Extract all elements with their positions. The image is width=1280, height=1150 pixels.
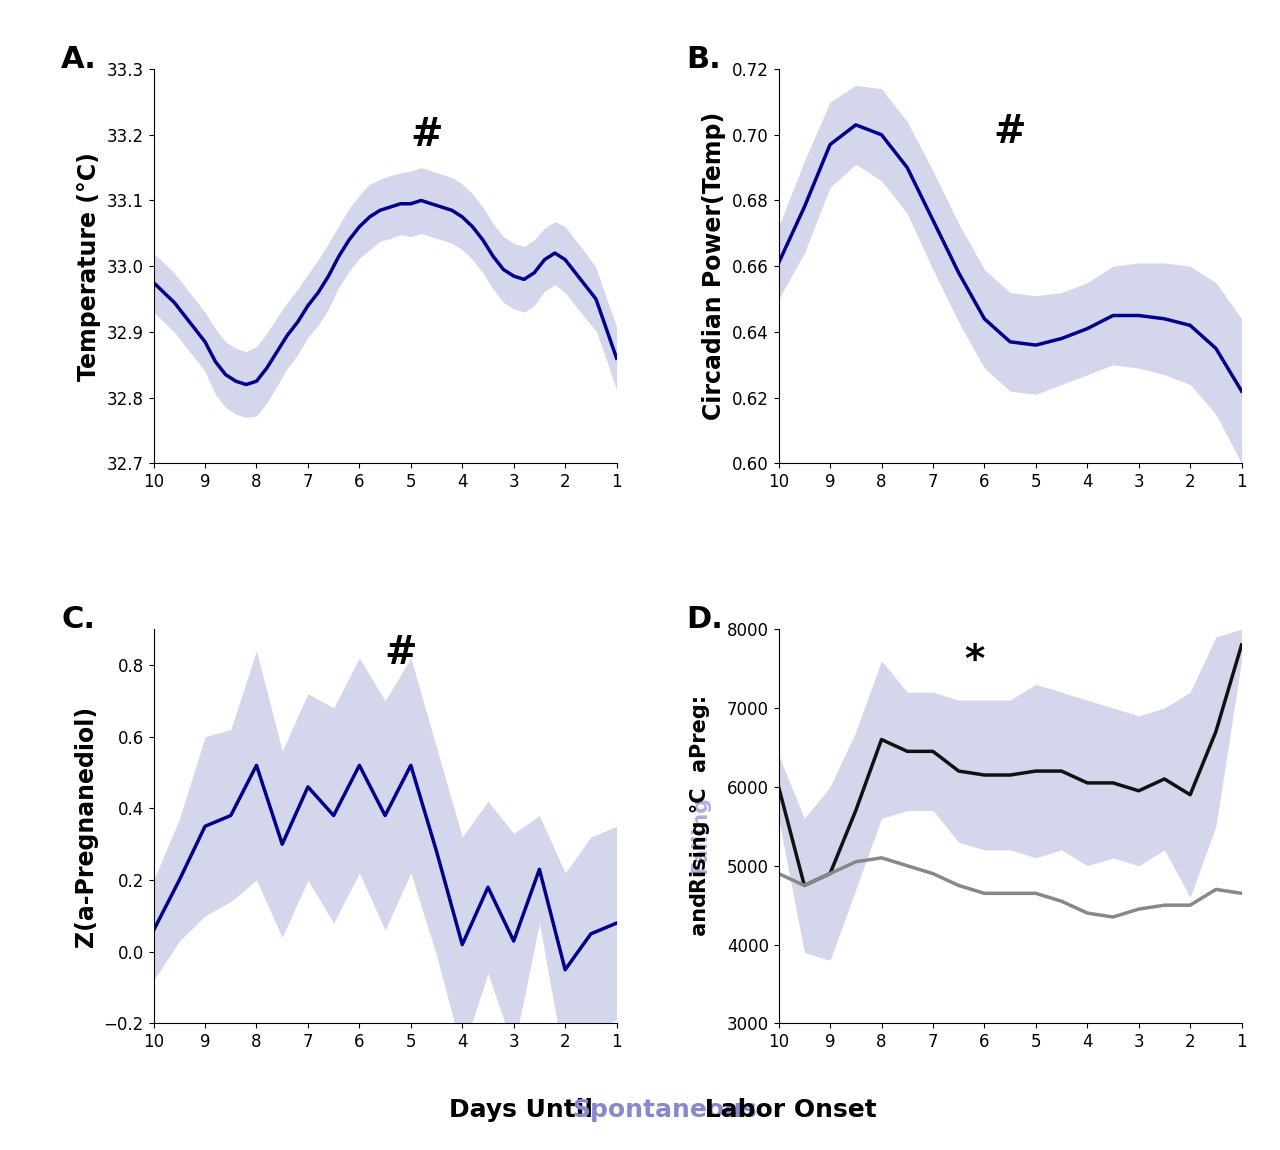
Text: Labor Onset: Labor Onset	[696, 1098, 877, 1121]
Text: and: and	[690, 892, 710, 943]
Text: aPreg:: aPreg:	[690, 688, 710, 773]
Y-axis label: Temperature (°C): Temperature (°C)	[77, 152, 101, 381]
Text: #: #	[410, 116, 443, 154]
Y-axis label: Z(a-Pregnanediol): Z(a-Pregnanediol)	[74, 706, 99, 946]
Y-axis label: Circadian Power(Temp): Circadian Power(Temp)	[703, 112, 727, 421]
Text: Days Until: Days Until	[448, 1098, 602, 1121]
Text: D.: D.	[686, 605, 723, 635]
Text: Rising °C: Rising °C	[690, 788, 710, 892]
Text: Spontaneous: Spontaneous	[572, 1098, 758, 1121]
Text: aPreg: Falling and
Rising °C: aPreg: Falling and Rising °C	[678, 720, 722, 933]
Text: *: *	[964, 643, 984, 681]
Text: Falling: Falling	[690, 796, 710, 874]
Text: A.: A.	[61, 45, 97, 75]
Text: #: #	[993, 113, 1027, 151]
Text: B.: B.	[686, 45, 721, 75]
Text: C.: C.	[61, 605, 95, 635]
Text: #: #	[384, 634, 417, 672]
